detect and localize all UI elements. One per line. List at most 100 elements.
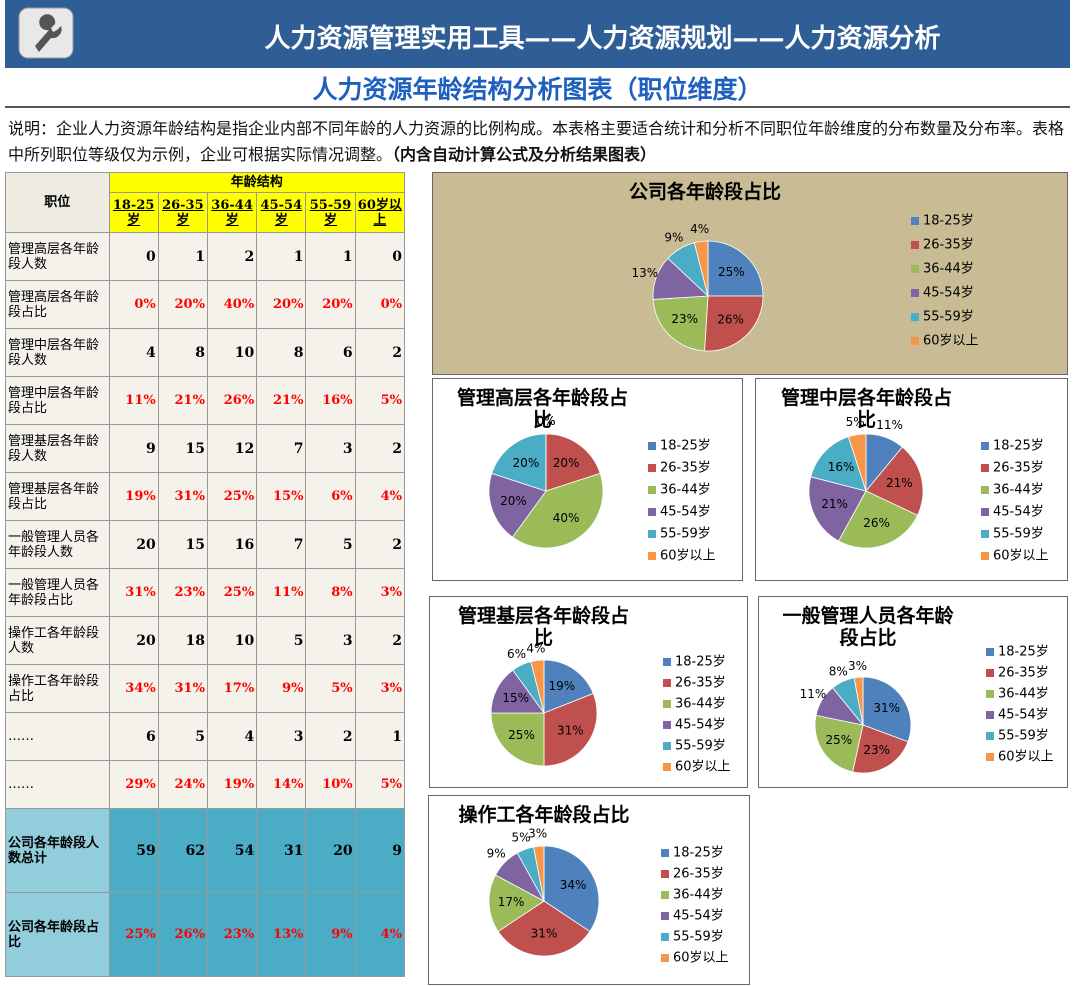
legend-label: 45-54岁: [673, 909, 724, 924]
table-row: …… 6 5 4 3 2 1: [5, 712, 406, 761]
table-row: 管理中层各年龄段人数 4 8 10 8 6 2: [5, 328, 406, 377]
table-row: 操作工各年龄段占比 34% 31% 17% 9% 5% 3%: [5, 664, 406, 713]
data-label: 11%: [876, 418, 903, 432]
legend-swatch: [986, 753, 994, 761]
cell: 8: [157, 328, 208, 377]
header-row: 18-25岁 26-35岁 36-44岁 45-54岁 55-59岁 60岁以上: [6, 192, 406, 233]
data-label: 9%: [664, 231, 683, 245]
data-label: 5%: [512, 830, 531, 844]
chart-title: 一般管理人员各年龄段占比: [782, 605, 954, 649]
legend-label: 18-25岁: [993, 439, 1044, 454]
data-label: 20%: [513, 456, 540, 470]
legend-label: 45-54岁: [660, 505, 711, 520]
cell: 20%: [305, 280, 356, 329]
header-row: 职位 年龄结构: [5, 172, 405, 233]
legend-swatch: [981, 552, 989, 560]
legend-label: 45-54岁: [993, 505, 1044, 520]
data-label: 23%: [863, 743, 890, 757]
chart: 19% 31% 25% 15% 6% 4% 18-25岁 26-35岁 36-44岁 45-54岁…: [490, 641, 731, 775]
column-header: 55-59岁: [305, 192, 356, 233]
row-label: 管理基层各年龄段人数: [5, 424, 110, 473]
cell: 16: [206, 520, 258, 569]
cell: 11%: [108, 376, 159, 425]
cell: 4: [206, 712, 258, 761]
cell: 2: [354, 520, 406, 569]
legend-label: 18-25岁: [998, 645, 1049, 660]
data-label: 20%: [553, 456, 580, 470]
legend-swatch: [648, 530, 656, 538]
chart-box: 公司各年龄段占比 25% 26% 23% 13% 9% 4% 18-25岁 26-35岁 36-4…: [432, 172, 1068, 375]
cell: 10: [206, 616, 258, 665]
age-table: 职位 年龄结构 18-25岁 26-35岁 36-44岁 45-54岁 55-59岁 60岁以…: [5, 172, 406, 977]
legend-swatch: [981, 508, 989, 516]
cell: 21%: [256, 376, 307, 425]
cell: 0: [354, 232, 406, 281]
cell: 4%: [354, 892, 406, 977]
cell: 5: [157, 712, 208, 761]
cell: 31%: [157, 664, 208, 713]
legend-label: 36-44岁: [660, 483, 711, 498]
cell: 25%: [206, 472, 258, 521]
table-row: 管理中层各年龄段占比 11% 21% 26% 21% 16% 5%: [5, 376, 406, 425]
cell: 0: [108, 232, 159, 281]
pie-slice: [865, 446, 924, 516]
cell: 6: [305, 328, 356, 377]
legend-swatch: [663, 721, 671, 729]
cell: 20: [108, 520, 159, 569]
row-label: ……: [5, 712, 110, 761]
chart: 25% 26% 23% 13% 9% 4% 18-25岁 26-35岁 36-44岁 45-54岁…: [632, 214, 979, 352]
legend-swatch: [981, 442, 989, 450]
pie-slice: [497, 900, 591, 957]
cell: 12: [206, 424, 258, 473]
cell: 15: [157, 424, 208, 473]
pie-slice: [704, 295, 764, 352]
legend-swatch: [986, 690, 994, 698]
cell: 6%: [305, 472, 356, 521]
pie-slice: [707, 240, 764, 297]
legend-swatch: [661, 912, 669, 920]
legend-label: 18-25岁: [923, 214, 974, 229]
chart: 0%20%40%20%20%0%18-25岁26-35岁36-44岁45-54岁…: [488, 414, 716, 564]
description-note: （内含自动计算公式及分析结果图表）: [392, 145, 657, 164]
row-header: 职位: [5, 172, 110, 233]
data-label: 25%: [826, 733, 853, 747]
legend-swatch: [661, 954, 669, 962]
legend-swatch: [648, 508, 656, 516]
cell: 3: [305, 616, 356, 665]
data-label: 31%: [557, 723, 584, 737]
column-header: 26-35岁: [157, 192, 208, 233]
cell: 19%: [206, 760, 258, 809]
cell: 3: [305, 424, 356, 473]
data-label: 25%: [508, 728, 535, 742]
legend-swatch: [911, 337, 919, 345]
legend-swatch: [981, 530, 989, 538]
pie-slice: [808, 476, 867, 542]
data-label: 26%: [717, 313, 744, 327]
data-label: 26%: [863, 516, 890, 530]
pie-slice: [490, 712, 545, 767]
data-label: 20%: [500, 494, 527, 508]
row-label: 公司各年龄段占比: [5, 892, 110, 977]
pie-slice: [491, 433, 547, 492]
legend-swatch: [986, 669, 994, 677]
pie-slice: [852, 724, 909, 774]
group-header: 年龄结构: [108, 172, 405, 193]
cell: 1: [157, 232, 208, 281]
table-row: 一般管理人员各年龄段占比 31% 23% 25% 11% 8% 3%: [5, 568, 406, 617]
cell: 24%: [157, 760, 208, 809]
legend-swatch: [661, 849, 669, 857]
chart-title: 操作工各年龄段占比: [458, 804, 630, 826]
data-label: 0%: [536, 414, 555, 428]
data-label: 21%: [821, 497, 848, 511]
legend-label: 55-59岁: [660, 527, 711, 542]
cell: 23%: [157, 568, 208, 617]
row-label: 管理中层各年龄段人数: [5, 328, 110, 377]
cell: 7: [256, 424, 307, 473]
data-label: 23%: [671, 312, 698, 326]
legend-swatch: [661, 891, 669, 899]
chart: 11% 21% 26% 21% 16% 5% 18-25岁 26-35岁 36-44岁 45-54…: [808, 415, 1049, 564]
legend-label: 36-44岁: [675, 697, 726, 712]
legend-swatch: [981, 486, 989, 494]
table-row: …… 29% 24% 19% 14% 10% 5%: [5, 760, 406, 809]
